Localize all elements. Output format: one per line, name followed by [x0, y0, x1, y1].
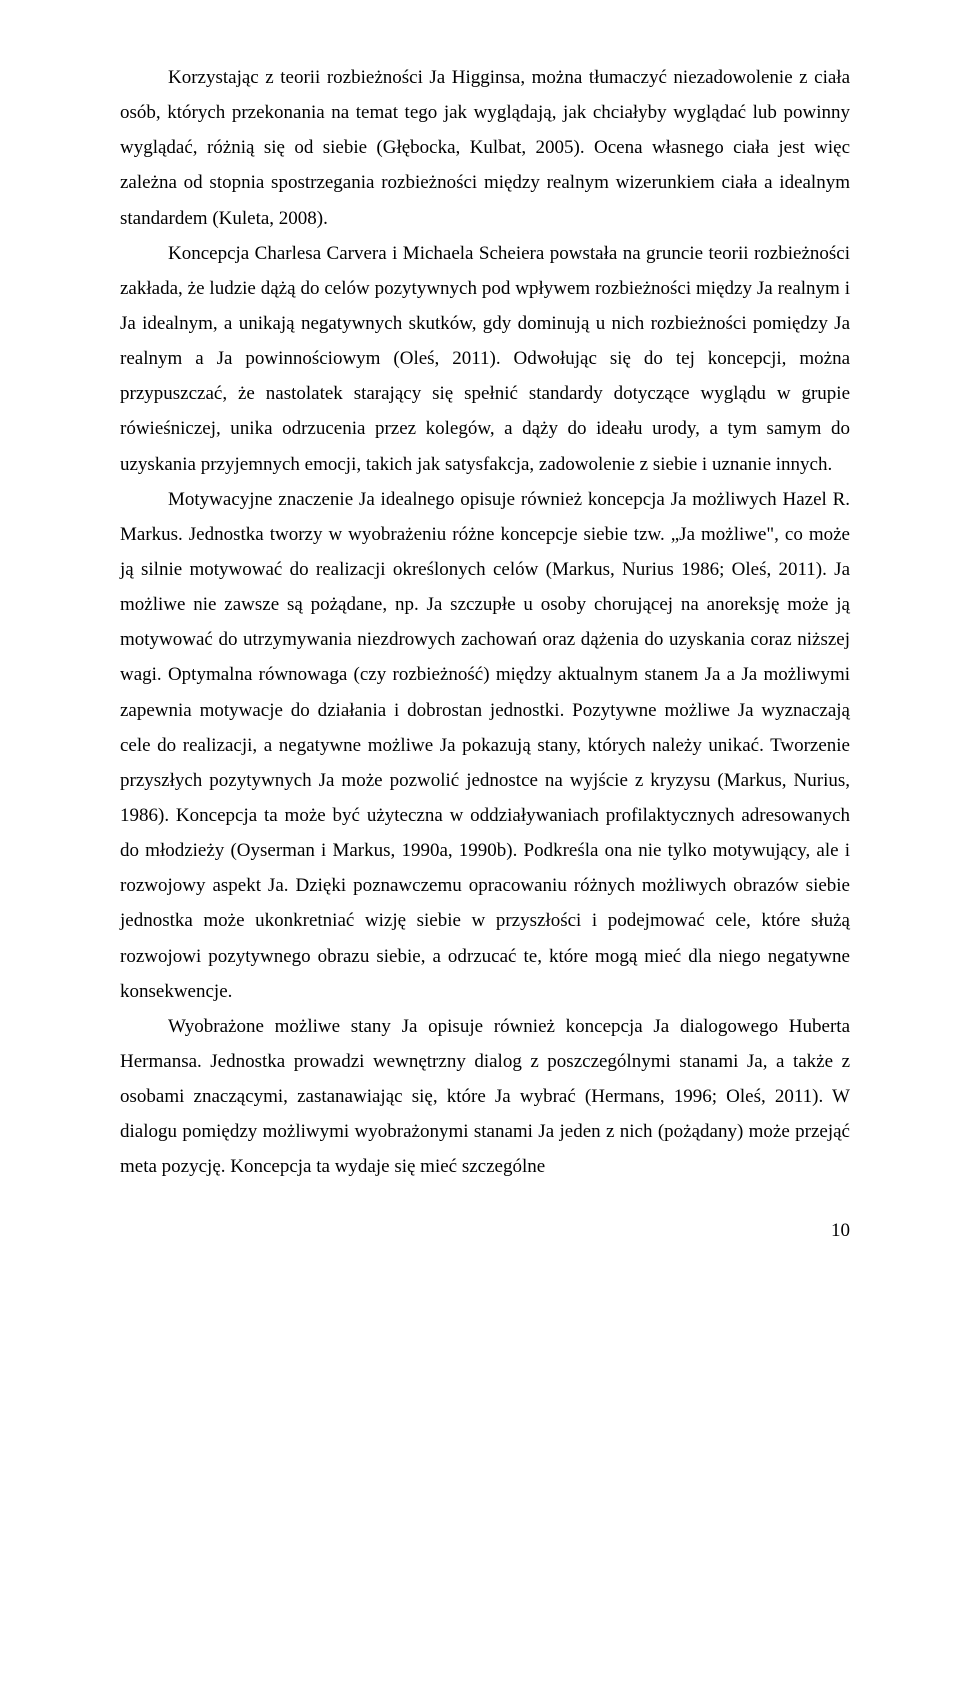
paragraph: Wyobrażone możliwe stany Ja opisuje równ…: [120, 1009, 850, 1185]
paragraph: Koncepcja Charlesa Carvera i Michaela Sc…: [120, 236, 850, 482]
document-page: Korzystając z teorii rozbieżności Ja Hig…: [0, 0, 960, 1317]
paragraph: Korzystając z teorii rozbieżności Ja Hig…: [120, 60, 850, 236]
page-number: 10: [120, 1213, 850, 1248]
paragraph: Motywacyjne znaczenie Ja idealnego opisu…: [120, 482, 850, 1009]
